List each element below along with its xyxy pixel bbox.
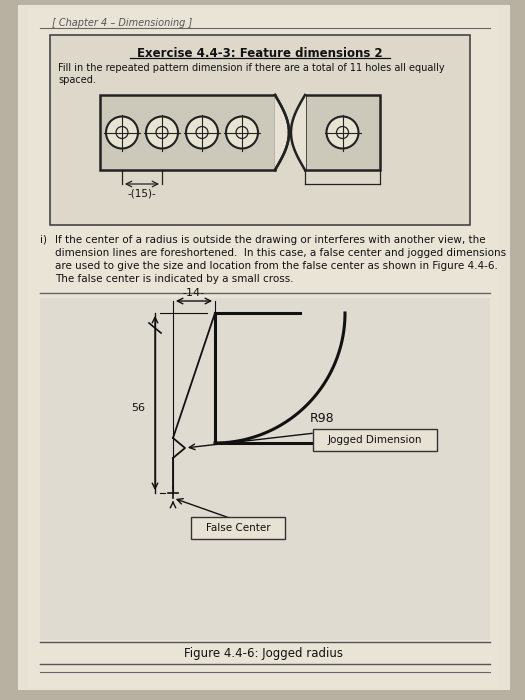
Text: The false center is indicated by a small cross.: The false center is indicated by a small…	[55, 274, 293, 284]
Text: Figure 4.4-6: Jogged radius: Figure 4.4-6: Jogged radius	[184, 647, 342, 659]
Circle shape	[226, 116, 258, 148]
Text: Exercise 4.4-3: Feature dimensions 2: Exercise 4.4-3: Feature dimensions 2	[137, 47, 383, 60]
FancyBboxPatch shape	[191, 517, 285, 539]
Text: If the center of a radius is outside the drawing or interferes with another view: If the center of a radius is outside the…	[55, 235, 486, 245]
Text: -14-: -14-	[183, 288, 205, 298]
Circle shape	[186, 116, 218, 148]
Text: spaced.: spaced.	[58, 75, 96, 85]
Bar	[50, 35, 470, 225]
Polygon shape	[275, 95, 289, 170]
Text: False Center: False Center	[206, 523, 270, 533]
Polygon shape	[291, 95, 305, 170]
Bar	[305, 95, 380, 170]
Text: 56: 56	[131, 403, 145, 413]
Text: i): i)	[40, 235, 47, 245]
Text: -(15)-: -(15)-	[128, 189, 156, 199]
Bar	[28, 8, 498, 688]
Circle shape	[327, 116, 359, 148]
Bar	[100, 95, 275, 170]
FancyBboxPatch shape	[313, 429, 437, 451]
Text: Fill in the repeated pattern dimension if there are a total of 11 holes all equa: Fill in the repeated pattern dimension i…	[58, 63, 445, 73]
Circle shape	[146, 116, 178, 148]
Text: Jogged Dimension: Jogged Dimension	[328, 435, 422, 445]
Text: [ Chapter 4 – Dimensioning ]: [ Chapter 4 – Dimensioning ]	[52, 18, 192, 28]
Text: R98: R98	[310, 412, 334, 424]
Text: are used to give the size and location from the false center as shown in Figure : are used to give the size and location f…	[55, 261, 498, 271]
Bar	[40, 298, 490, 640]
Circle shape	[106, 116, 138, 148]
Text: dimension lines are foreshortened.  In this case, a false center and jogged dime: dimension lines are foreshortened. In th…	[55, 248, 506, 258]
